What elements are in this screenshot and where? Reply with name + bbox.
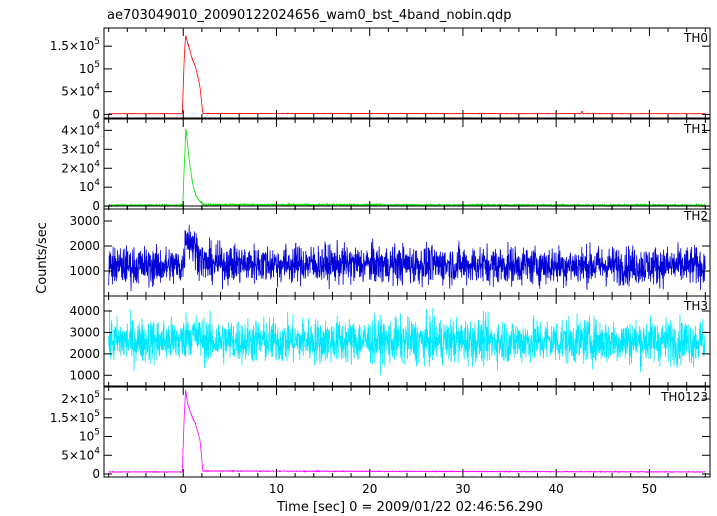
series-th3-line [108, 307, 706, 375]
y-tick-label: 3000 [69, 325, 100, 339]
y-tick-label: 5×104 [61, 83, 100, 99]
y-tick-label: 3×104 [61, 140, 100, 156]
panel-label: TH0123 [660, 390, 708, 404]
series-th0123-line [108, 389, 706, 474]
y-tick-label: 2×105 [61, 390, 100, 406]
y-tick-label: 1.5×105 [50, 409, 100, 425]
panel-th2: TH2 1000 2000 3000 [69, 205, 711, 297]
x-tick-label: 10 [269, 482, 284, 496]
y-tick-label: 1000 [69, 368, 100, 382]
x-axis-label: Time [sec] 0 = 2009/01/22 02:46:56.290 [276, 500, 543, 515]
y-tick-label: 1.5×105 [50, 37, 100, 53]
y-tick-label: 104 [79, 178, 100, 194]
y-tick-label: 3000 [69, 214, 100, 228]
panel-label: TH0 [683, 31, 708, 45]
y-tick-label: 1000 [69, 264, 100, 278]
panel-label: TH1 [683, 122, 708, 136]
panel-label: TH2 [683, 209, 708, 223]
x-tick-label: 40 [549, 482, 564, 496]
y-tick-label: 4000 [69, 304, 100, 318]
panel-label: TH3 [683, 299, 708, 313]
panel-th3: TH3 1000 2000 3000 4000 [69, 295, 711, 387]
panel-th0123: TH0123 0 5×104 105 1.5×105 2×105 [50, 386, 711, 481]
panel-th0: TH0 0 5×104 105 1.5×105 [50, 27, 711, 121]
y-tick-label: 105 [79, 60, 100, 76]
panel-frame [103, 386, 711, 478]
y-tick-label: 0 [92, 107, 100, 121]
y-tick-label: 0 [92, 467, 100, 481]
chart-title: ae703049010_20090122024656_wam0_bst_4ban… [107, 8, 512, 23]
y-tick-label: 2000 [69, 239, 100, 253]
x-tick-label: 50 [642, 482, 657, 496]
y-tick-label: 2×104 [61, 159, 100, 175]
y-tick-label: 2000 [69, 347, 100, 361]
y-tick-label: 5×104 [61, 446, 100, 462]
panels-group: TH0 0 5×104 105 1.5×105 TH1 0 104 2×104 3×104 4×10… [50, 27, 711, 496]
y-tick-label: 105 [79, 428, 100, 444]
y-axis-label: Counts/sec [35, 222, 50, 294]
panel-frame [103, 27, 711, 119]
series-th0-line [108, 35, 706, 115]
series-th1-line [108, 129, 706, 208]
x-tick-label: 0 [179, 482, 187, 496]
panel-frame [103, 118, 711, 210]
x-tick-label: 20 [362, 482, 377, 496]
y-tick-label: 0 [92, 199, 100, 213]
x-tick-label: 30 [455, 482, 470, 496]
series-th2-line [108, 224, 706, 292]
panel-th1: TH1 0 104 2×104 3×104 4×104 [61, 118, 711, 213]
y-tick-label: 4×104 [61, 121, 100, 137]
